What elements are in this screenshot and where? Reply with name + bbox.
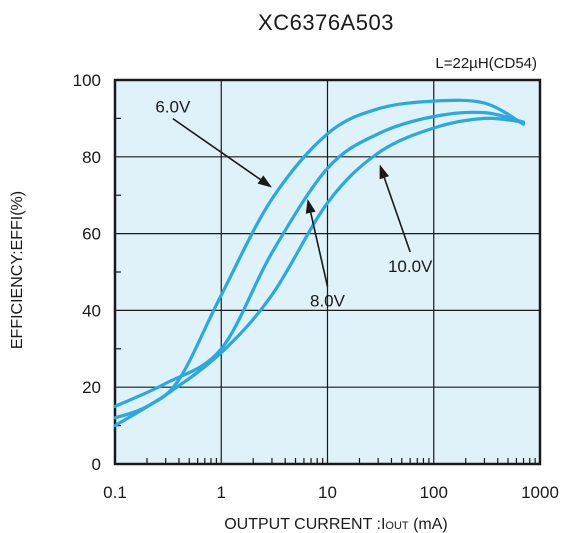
x-tick-label: 100 (420, 483, 448, 502)
x-tick-label: 0.1 (103, 483, 127, 502)
chart-title: XC6376A503 (258, 10, 394, 35)
x-tick-label: 10 (318, 483, 337, 502)
y-tick-label: 40 (82, 301, 101, 320)
x-tick-label: 1000 (521, 483, 559, 502)
annotation-arrowhead (257, 175, 272, 188)
series-curves (113, 98, 526, 428)
annotation-label-10.0V: 10.0V (388, 257, 433, 276)
x-tick-label: 1 (217, 483, 226, 502)
annotation-label-8.0V: 8.0V (310, 292, 346, 311)
y-tick-label: 100 (73, 71, 101, 90)
series-line-8.0V (113, 110, 526, 408)
series-line-10.0V (113, 116, 526, 428)
grid (115, 80, 540, 464)
annotations: 6.0V 8.0V 10.0V (155, 98, 433, 311)
tick-labels: 0 20 40 60 80 100 0.1 1 10 100 1000 (73, 71, 559, 502)
annotation-label-6.0V: 6.0V (155, 98, 191, 117)
x-axis-label-main: OUTPUT CURRENT :I (224, 516, 385, 533)
annotation-pointer (309, 212, 329, 287)
annotation-pointer (172, 117, 261, 181)
annotation-arrowhead (305, 199, 316, 214)
annotation-arrowhead (379, 164, 389, 180)
annotation-pointer (383, 177, 411, 253)
y-axis-label: EFFICIENCY:EFFI(%) (9, 191, 26, 349)
y-tick-label: 60 (82, 225, 101, 244)
y-tick-label: 80 (82, 148, 101, 167)
x-axis-label-unit: (mA) (409, 516, 448, 533)
x-axis-label: OUTPUT CURRENT :IOUT (mA) (224, 516, 448, 533)
y-tick-label: 20 (82, 378, 101, 397)
y-tick-label: 0 (92, 455, 101, 474)
condition-label: L=22µH(CD54) (435, 55, 537, 72)
x-axis-label-subscript: OUT (385, 520, 409, 532)
